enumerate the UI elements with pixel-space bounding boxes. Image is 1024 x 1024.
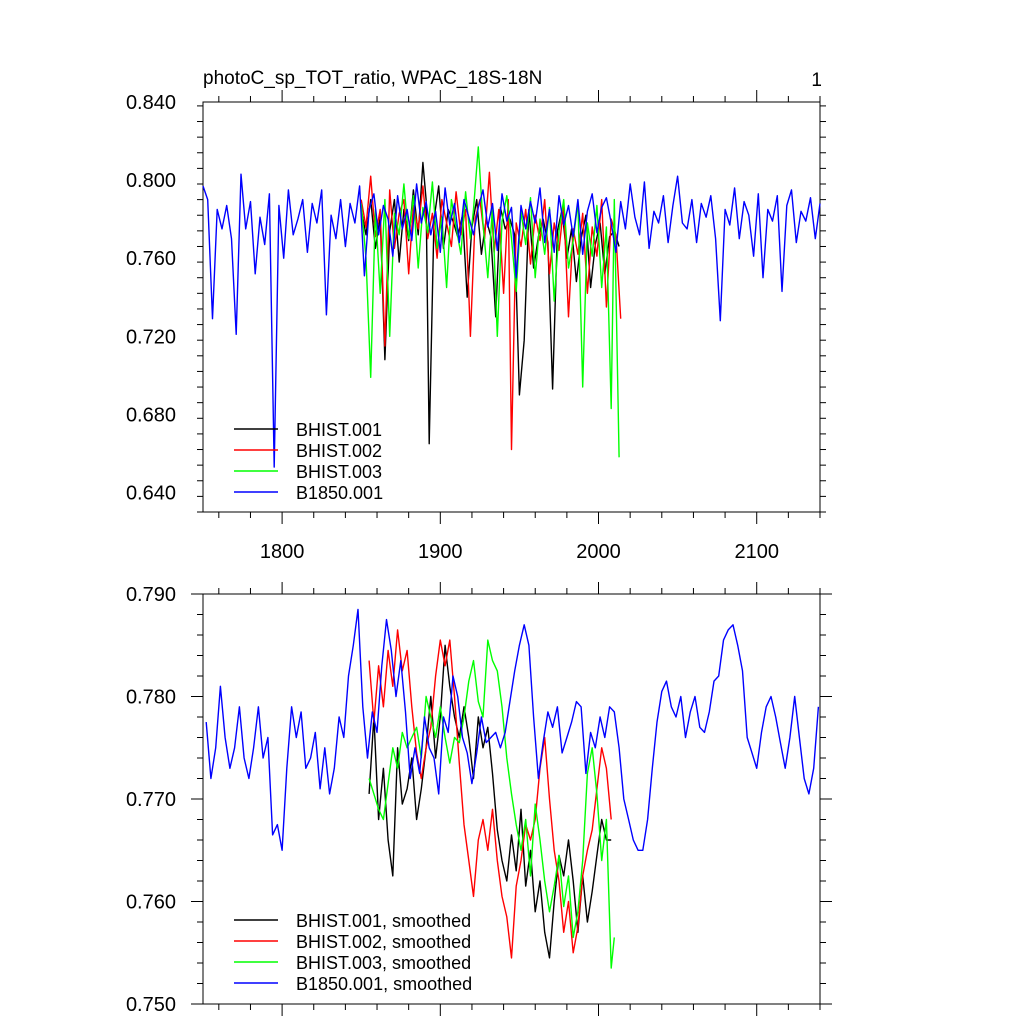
bottom-y-tick-label: 0.760 [126,892,176,914]
top-x-tick-label: 1900 [418,541,463,563]
top-panel: photoC_sp_TOT_ratio, WPAC_18S-18N 1 1800… [126,68,826,563]
bottom-series-line-b1850-001 [205,608,820,851]
top-series-line-b1850-001 [202,173,821,468]
top-x-tick-label: 1800 [260,541,305,563]
top-legend-label: BHIST.003 [296,462,382,482]
bottom-legend-label: BHIST.002, smoothed [296,932,471,952]
bottom-legend-label: BHIST.001, smoothed [296,911,471,931]
bottom-y-tick-label: 0.770 [126,789,176,811]
bottom-legend-label: BHIST.003, smoothed [296,953,471,973]
bottom-series-line-bhist-003 [368,639,615,969]
top-legend-label: BHIST.002 [296,441,382,461]
top-y-tick-label: 0.680 [126,404,176,426]
top-plot-frame [202,101,821,513]
top-legend-label: BHIST.001 [296,420,382,440]
top-legend-label: B1850.001 [296,483,383,503]
top-y-tick-label: 0.840 [126,92,176,114]
bottom-y-tick-label: 0.750 [126,994,176,1016]
top-y-tick-label: 0.640 [126,482,176,504]
bottom-series-line-bhist-002 [368,629,612,959]
top-x-tick-label: 2000 [576,541,621,563]
bottom-legend-label: B1850.001, smoothed [296,974,472,994]
bottom-y-tick-label: 0.780 [126,687,176,709]
top-x-tick-label: 2100 [734,541,779,563]
bottom-panel: 0.750 0.760 0.770 0.780 0.790 BHIST.001, smoo… [126,582,832,1016]
top-panel-title: photoC_sp_TOT_ratio, WPAC_18S-18N [203,68,542,89]
top-y-tick-label: 0.800 [126,170,176,192]
top-y-tick-label: 0.720 [126,326,176,348]
bottom-y-tick-label: 0.790 [126,584,176,606]
top-y-tick-label: 0.760 [126,248,176,270]
top-panel-corner-label: 1 [811,70,822,91]
